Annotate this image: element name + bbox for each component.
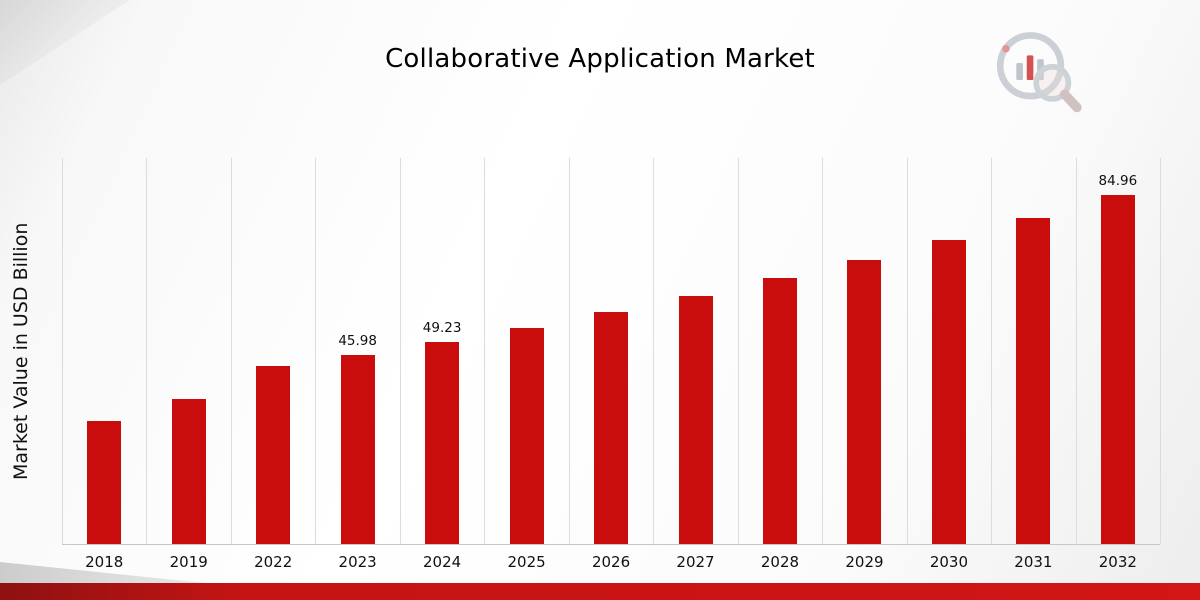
gridline bbox=[1160, 158, 1161, 544]
x-tick-label-2028: 2028 bbox=[760, 553, 800, 571]
bar-2030 bbox=[931, 239, 966, 544]
bottom-red-strip bbox=[0, 583, 1200, 600]
bar-2026 bbox=[594, 312, 629, 544]
gridline bbox=[315, 158, 317, 544]
gridline bbox=[146, 158, 148, 544]
gridline bbox=[653, 158, 655, 544]
x-tick-label-2030: 2030 bbox=[929, 553, 969, 571]
value-label-2024: 49.23 bbox=[422, 319, 462, 336]
x-tick-label-2018: 2018 bbox=[85, 553, 124, 571]
bar-column-2027 bbox=[653, 158, 737, 544]
x-tick-label-2032: 2032 bbox=[1098, 553, 1137, 571]
value-label-2032: 84.96 bbox=[1098, 173, 1138, 190]
gridline bbox=[991, 158, 993, 544]
gridline bbox=[230, 158, 232, 544]
bar-2032 bbox=[1100, 195, 1135, 544]
bar-chart-magnifier-icon bbox=[996, 32, 1082, 113]
plot-area: 45.98 49.23 84.96 bbox=[62, 158, 1161, 545]
bar-column-2018 bbox=[62, 158, 146, 544]
x-axis-labels: 2018 2019 2022 2023 2024 2025 2026 2027 2028 2029… bbox=[62, 553, 1160, 571]
bar-2028 bbox=[762, 278, 797, 544]
gridlines bbox=[62, 158, 1161, 544]
bar-column-2022 bbox=[231, 158, 315, 544]
bar-column-2019 bbox=[146, 158, 230, 544]
bar-column-2026 bbox=[569, 158, 653, 544]
gridline bbox=[484, 158, 486, 544]
bar-2022 bbox=[256, 366, 291, 544]
bar-2019 bbox=[171, 399, 206, 544]
x-tick-label-2019: 2019 bbox=[169, 553, 208, 571]
bar-column-2031 bbox=[991, 158, 1075, 544]
gridline bbox=[62, 158, 63, 544]
bar-column-2025 bbox=[484, 158, 568, 544]
gridline bbox=[737, 158, 739, 544]
plot-columns: 45.98 49.23 84.96 bbox=[62, 158, 1160, 544]
value-label-2023: 45.98 bbox=[338, 333, 377, 350]
x-tick-label-2027: 2027 bbox=[676, 553, 715, 571]
bar-2024 bbox=[425, 341, 460, 544]
bar-2031 bbox=[1016, 218, 1051, 544]
x-tick-label-2026: 2026 bbox=[591, 553, 631, 571]
bar-2029 bbox=[847, 259, 882, 544]
bar-2027 bbox=[678, 295, 713, 544]
bar-column-2028 bbox=[738, 158, 822, 544]
gridline bbox=[399, 158, 401, 544]
x-tick-label-2029: 2029 bbox=[845, 553, 884, 571]
bar-2018 bbox=[87, 421, 122, 544]
bar-column-2029 bbox=[822, 158, 906, 544]
x-tick-label-2031: 2031 bbox=[1014, 553, 1053, 571]
y-axis-label: Market Value in USD Billion bbox=[10, 222, 32, 481]
gridline bbox=[1075, 158, 1077, 544]
gridline bbox=[822, 158, 824, 544]
chart-title: Collaborative Application Market bbox=[385, 44, 815, 74]
bar-column-2030 bbox=[907, 158, 991, 544]
brand-logo bbox=[992, 26, 1088, 116]
bar-column-2024: 49.23 bbox=[400, 158, 484, 544]
gridline bbox=[906, 158, 908, 544]
bar-2025 bbox=[509, 327, 544, 544]
bar-column-2023: 45.98 bbox=[315, 158, 399, 544]
bar-column-2032: 84.96 bbox=[1076, 158, 1160, 544]
x-tick-label-2023: 2023 bbox=[338, 553, 377, 571]
x-tick-label-2024: 2024 bbox=[423, 553, 462, 571]
x-tick-label-2025: 2025 bbox=[507, 553, 546, 571]
x-tick-label-2022: 2022 bbox=[254, 553, 293, 571]
bar-2023 bbox=[340, 355, 375, 544]
gridline bbox=[568, 158, 570, 544]
